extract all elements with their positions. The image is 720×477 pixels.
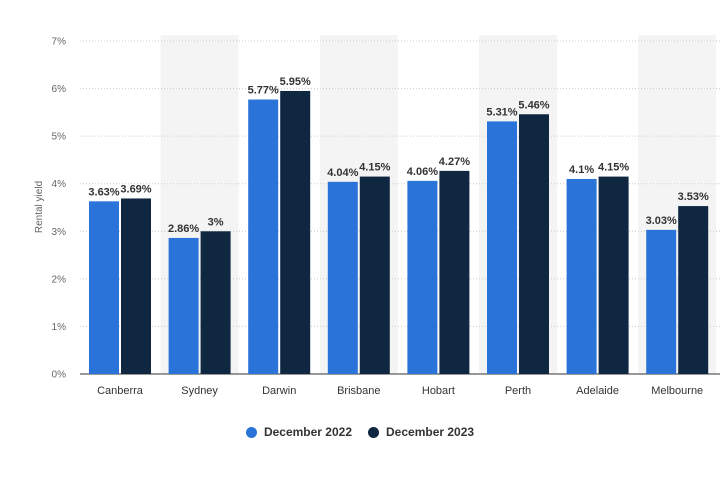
- bar-2: [598, 176, 629, 374]
- data-label: 4.06%: [407, 166, 438, 178]
- x-tick-label: Darwin: [262, 385, 296, 397]
- x-tick-label: Canberra: [97, 385, 144, 397]
- bar-2: [200, 231, 231, 374]
- y-tick-label: 7%: [52, 37, 67, 48]
- y-tick-label: 4%: [52, 179, 67, 190]
- x-tick-label: Sydney: [181, 385, 218, 397]
- data-label: 2.86%: [168, 223, 199, 235]
- x-tick-label: Hobart: [422, 385, 455, 397]
- y-tick-label: 2%: [52, 274, 67, 285]
- legend-label-series-2: December 2023: [386, 425, 475, 439]
- y-tick-label: 5%: [52, 132, 67, 143]
- bar-1: [646, 229, 677, 374]
- data-label: 5.95%: [280, 76, 311, 88]
- y-tick-label: 0%: [52, 370, 67, 381]
- bar-1: [566, 178, 597, 374]
- legend: December 2022 December 2023: [0, 420, 720, 444]
- data-label: 3.63%: [88, 186, 119, 198]
- data-label: 4.1%: [569, 164, 594, 176]
- data-label: 3%: [208, 216, 224, 228]
- y-tick-label: 1%: [52, 322, 67, 333]
- y-axis-ticks: 0% 1% 2% 3% 4% 5% 6% 7%: [52, 37, 67, 381]
- data-label: 5.77%: [248, 85, 279, 97]
- bar-2: [678, 206, 709, 374]
- bar-1: [89, 201, 119, 374]
- category-bands: [160, 35, 717, 374]
- data-label: 3.53%: [678, 191, 709, 203]
- bars: [89, 90, 709, 375]
- bar-1: [327, 181, 358, 374]
- data-label: 3.03%: [646, 215, 677, 227]
- y-tick-label: 3%: [52, 227, 67, 238]
- x-tick-label: Adelaide: [576, 385, 619, 397]
- bar-1: [487, 121, 517, 374]
- data-label: 4.15%: [598, 162, 629, 174]
- data-label: 4.27%: [439, 156, 470, 168]
- legend-label-series-1: December 2022: [263, 425, 352, 439]
- x-tick-label: Melbourne: [651, 385, 703, 397]
- x-tick-label: Perth: [505, 385, 531, 397]
- legend-marker-series-1: [245, 426, 257, 438]
- bar-2: [519, 114, 549, 374]
- bar-1: [168, 237, 199, 374]
- bar-1: [407, 180, 438, 374]
- legend-marker-series-2: [368, 426, 379, 438]
- data-label: 5.31%: [486, 106, 517, 118]
- legend-item-series-2[interactable]: December 2023: [368, 425, 474, 439]
- data-label: 4.15%: [359, 162, 390, 174]
- y-tick-label: 6%: [52, 84, 67, 95]
- bar-chart: 0% 1% 2% 3% 4% 5% 6% 7% Rental yield 3.63% 2.86%…: [34, 35, 720, 397]
- bar-2: [359, 176, 390, 374]
- bar-2: [280, 90, 311, 374]
- bar-1: [248, 99, 279, 375]
- data-label: 3.69%: [120, 183, 151, 195]
- y-axis-label: Rental yield: [34, 181, 45, 233]
- category-labels: Canberra Sydney Darwin Brisbane Hobart Perth A…: [97, 385, 703, 397]
- bar-2: [121, 198, 151, 374]
- data-label: 4.04%: [327, 167, 358, 179]
- bar-2: [439, 170, 470, 374]
- x-tick-label: Brisbane: [337, 385, 380, 397]
- value-labels: 3.63%2.86%5.77%4.04% 4.06%5.31%4.1%3.03%3…: [88, 76, 709, 235]
- data-label: 5.46%: [518, 99, 549, 111]
- legend-item-series-1[interactable]: December 2022: [245, 425, 352, 439]
